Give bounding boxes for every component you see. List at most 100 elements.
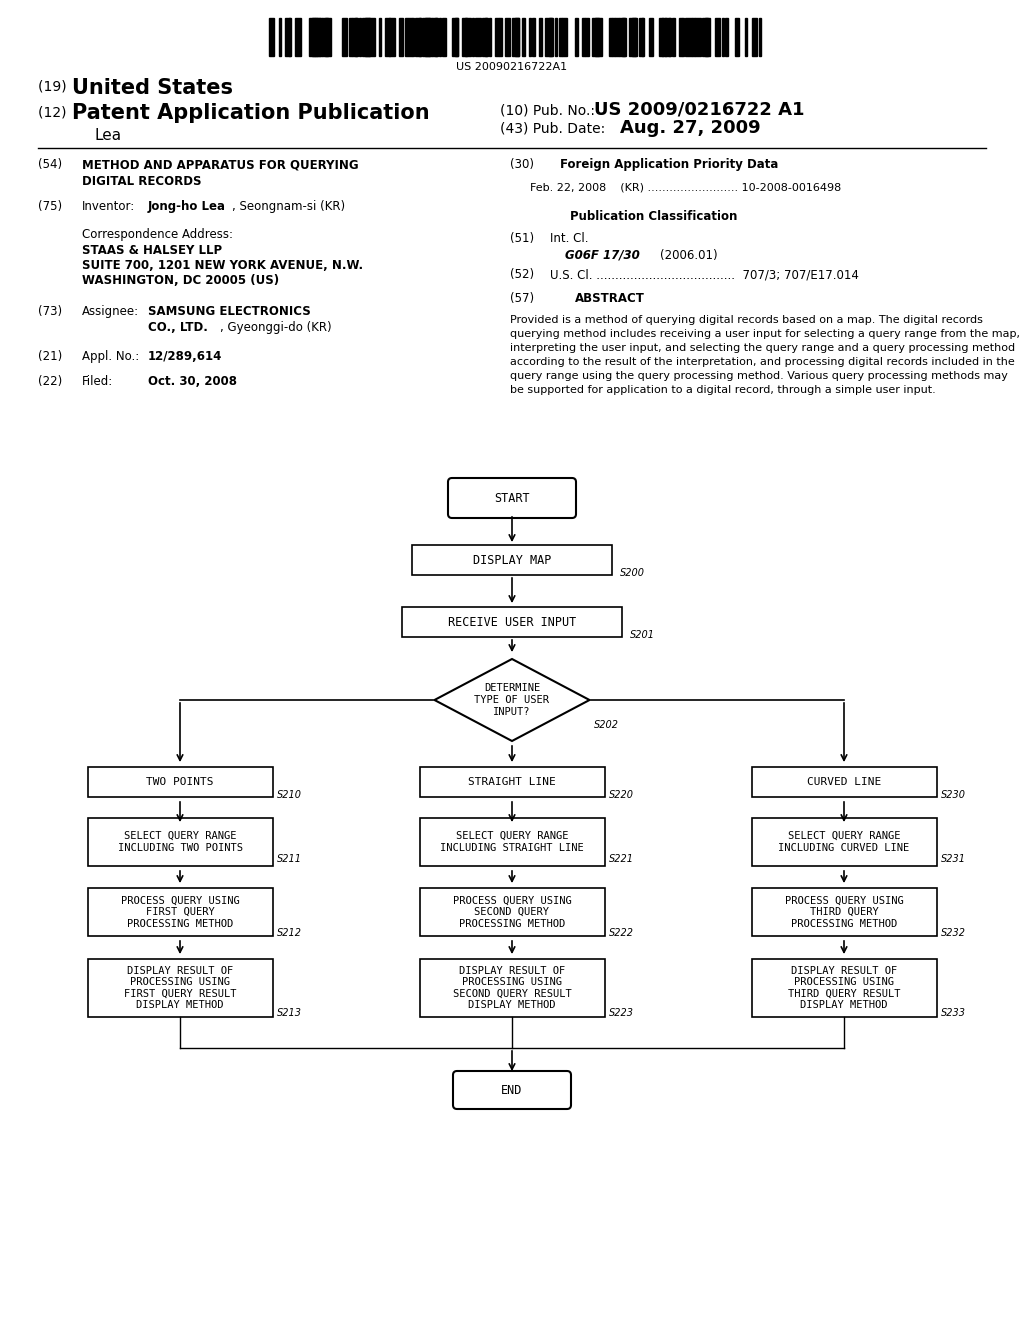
Text: DISPLAY RESULT OF
PROCESSING USING
SECOND QUERY RESULT
DISPLAY METHOD: DISPLAY RESULT OF PROCESSING USING SECON… — [453, 966, 571, 1010]
Text: SELECT QUERY RANGE
INCLUDING STRAIGHT LINE: SELECT QUERY RANGE INCLUDING STRAIGHT LI… — [440, 832, 584, 853]
Bar — [355, 18, 357, 55]
Bar — [528, 18, 530, 55]
Bar — [752, 818, 937, 866]
Bar — [642, 18, 644, 55]
Text: CURVED LINE: CURVED LINE — [807, 777, 881, 787]
Bar — [635, 18, 637, 55]
Bar — [702, 18, 708, 55]
Text: Appl. No.:: Appl. No.: — [82, 350, 139, 363]
Bar — [342, 18, 347, 55]
Bar — [692, 18, 695, 55]
Text: (54): (54) — [38, 158, 62, 172]
Text: 12/289,614: 12/289,614 — [148, 350, 222, 363]
Bar — [385, 18, 390, 55]
Text: STAAS & HALSEY LLP: STAAS & HALSEY LLP — [82, 244, 222, 257]
Text: Int. Cl.: Int. Cl. — [550, 232, 589, 246]
Bar — [735, 18, 739, 55]
Bar — [488, 18, 490, 55]
Bar — [420, 818, 604, 866]
Bar — [618, 18, 625, 55]
Bar — [438, 18, 441, 55]
Bar — [322, 18, 328, 55]
Bar — [286, 18, 290, 55]
Bar — [398, 18, 403, 55]
Text: Oct. 30, 2008: Oct. 30, 2008 — [148, 375, 237, 388]
Bar — [612, 18, 615, 55]
Bar — [289, 18, 292, 55]
Bar — [582, 18, 585, 55]
Bar — [362, 18, 369, 55]
Bar — [406, 18, 412, 55]
Bar — [420, 767, 604, 797]
Bar — [685, 18, 692, 55]
Bar — [432, 18, 437, 55]
Bar — [420, 960, 604, 1016]
Text: Foreign Application Priority Data: Foreign Application Priority Data — [560, 158, 778, 172]
Bar — [268, 18, 274, 55]
Text: S230: S230 — [941, 789, 966, 800]
Bar — [352, 18, 357, 55]
Text: START: START — [495, 491, 529, 504]
Bar — [586, 18, 589, 55]
Text: PROCESS QUERY USING
FIRST QUERY
PROCESSING METHOD: PROCESS QUERY USING FIRST QUERY PROCESSI… — [121, 895, 240, 928]
Text: PROCESS QUERY USING
THIRD QUERY
PROCESSING METHOD: PROCESS QUERY USING THIRD QUERY PROCESSI… — [784, 895, 903, 928]
Text: METHOD AND APPARATUS FOR QUERYING
DIGITAL RECORDS: METHOD AND APPARATUS FOR QUERYING DIGITA… — [82, 158, 358, 187]
Text: WASHINGTON, DC 20005 (US): WASHINGTON, DC 20005 (US) — [82, 275, 280, 286]
Text: Lea: Lea — [95, 128, 122, 143]
Text: S232: S232 — [941, 928, 966, 939]
Text: SAMSUNG ELECTRONICS: SAMSUNG ELECTRONICS — [148, 305, 310, 318]
Text: Feb. 22, 2008    (KR) ......................... 10-2008-0016498: Feb. 22, 2008 (KR) .....................… — [530, 183, 842, 193]
Bar — [420, 888, 604, 936]
Bar — [648, 18, 653, 55]
Bar — [499, 18, 502, 55]
Bar — [549, 18, 553, 55]
Text: RECEIVE USER INPUT: RECEIVE USER INPUT — [447, 615, 577, 628]
FancyBboxPatch shape — [449, 478, 575, 517]
Text: S212: S212 — [278, 928, 302, 939]
Text: Provided is a method of querying digital records based on a map. The digital rec: Provided is a method of querying digital… — [510, 315, 1020, 395]
Bar — [629, 18, 635, 55]
Bar — [666, 18, 670, 55]
Text: S201: S201 — [630, 630, 655, 640]
Text: US 20090216722A1: US 20090216722A1 — [457, 62, 567, 73]
Bar — [402, 607, 622, 638]
Text: (75): (75) — [38, 201, 62, 213]
Text: S233: S233 — [941, 1008, 966, 1018]
Bar — [295, 18, 301, 55]
Bar — [639, 18, 643, 55]
Bar — [389, 18, 395, 55]
Bar — [496, 18, 500, 55]
Text: PROCESS QUERY USING
SECOND QUERY
PROCESSING METHOD: PROCESS QUERY USING SECOND QUERY PROCESS… — [453, 895, 571, 928]
Bar — [555, 18, 557, 55]
Bar — [752, 960, 937, 1016]
Text: (19): (19) — [38, 81, 71, 94]
Text: Patent Application Publication: Patent Application Publication — [72, 103, 430, 123]
Bar — [752, 888, 937, 936]
Bar — [452, 18, 458, 55]
Text: United States: United States — [72, 78, 233, 98]
Bar — [682, 18, 684, 55]
Bar — [312, 18, 317, 55]
Text: U.S. Cl. .....................................  707/3; 707/E17.014: U.S. Cl. ...............................… — [550, 268, 859, 281]
Text: END: END — [502, 1084, 522, 1097]
Text: S222: S222 — [609, 928, 634, 939]
Bar — [725, 18, 728, 55]
Bar — [435, 18, 438, 55]
Text: S211: S211 — [278, 854, 302, 865]
Bar — [658, 18, 664, 55]
Bar — [308, 18, 314, 55]
Bar — [462, 18, 468, 55]
Text: SUITE 700, 1201 NEW YORK AVENUE, N.W.: SUITE 700, 1201 NEW YORK AVENUE, N.W. — [82, 259, 364, 272]
Bar — [425, 18, 432, 55]
Bar — [512, 18, 518, 55]
Text: ABSTRACT: ABSTRACT — [575, 292, 645, 305]
Bar — [87, 960, 272, 1016]
Text: STRAIGHT LINE: STRAIGHT LINE — [468, 777, 556, 787]
Text: S231: S231 — [941, 854, 966, 865]
Bar — [662, 18, 666, 55]
Bar — [505, 18, 510, 55]
Bar — [695, 18, 701, 55]
Bar — [592, 18, 599, 55]
Bar — [485, 18, 487, 55]
Bar — [416, 18, 421, 55]
